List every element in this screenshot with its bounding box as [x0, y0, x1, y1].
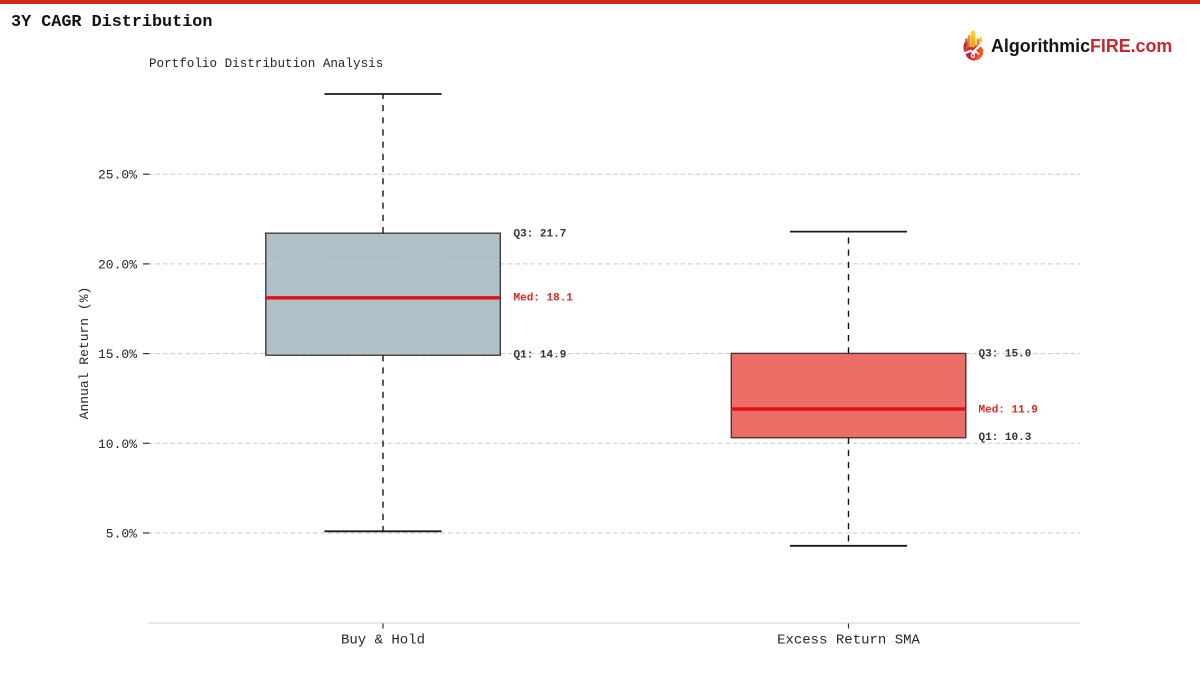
svg-text:Med: 11.9: Med: 11.9 [979, 404, 1038, 416]
svg-text:Annual Return (%): Annual Return (%) [77, 287, 92, 420]
svg-text:25.0%: 25.0% [98, 168, 137, 183]
svg-text:Excess Return SMA: Excess Return SMA [777, 633, 920, 649]
svg-text:5.0%: 5.0% [106, 527, 137, 542]
svg-text:10.0%: 10.0% [98, 437, 137, 452]
svg-text:Q3: 15.0: Q3: 15.0 [979, 348, 1032, 360]
svg-text:Med: 18.1: Med: 18.1 [514, 292, 574, 304]
svg-text:Q1: 10.3: Q1: 10.3 [979, 432, 1032, 444]
svg-text:15.0%: 15.0% [98, 347, 137, 362]
svg-text:Q3: 21.7: Q3: 21.7 [514, 228, 567, 240]
svg-text:Buy & Hold: Buy & Hold [341, 633, 425, 649]
svg-text:20.0%: 20.0% [98, 257, 137, 272]
svg-text:Q1: 14.9: Q1: 14.9 [514, 349, 567, 361]
svg-text:Portfolio Distribution Analysi: Portfolio Distribution Analysis [149, 57, 383, 71]
